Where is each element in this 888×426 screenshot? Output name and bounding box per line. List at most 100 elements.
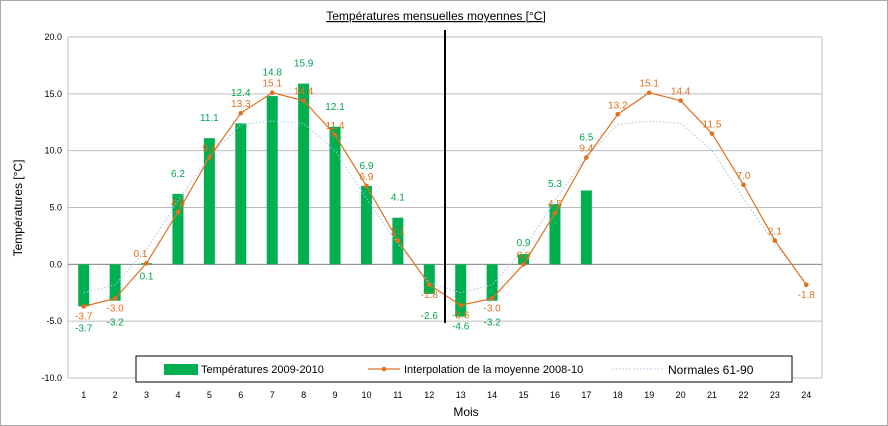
x-tick-label: 4: [175, 390, 180, 400]
x-tick-label: 15: [519, 390, 529, 400]
legend-box: [135, 355, 793, 383]
x-tick-label: 23: [770, 390, 780, 400]
interpolation-label: 7.0: [737, 171, 751, 182]
interpolation-label: 9.4: [579, 143, 593, 154]
bar-label: 6.9: [360, 161, 374, 172]
bar-label: -4.6: [452, 322, 470, 333]
bar-label: 6.2: [171, 169, 185, 180]
interpolation-label: 2.1: [768, 226, 782, 237]
interpolation-label: 0.1: [134, 249, 148, 260]
legend-label: Interpolation de la moyenne 2008-10: [404, 364, 583, 376]
bar: [203, 138, 215, 265]
interpolation-point: [552, 210, 558, 216]
interpolation-point: [364, 183, 369, 189]
bar: [486, 264, 498, 301]
bar: [266, 96, 278, 265]
x-tick-label: 21: [707, 390, 717, 400]
bar-label: -3.7: [75, 323, 93, 334]
interpolation-point: [678, 98, 683, 103]
bar-label: 15.9: [294, 59, 314, 70]
bar: [172, 193, 184, 265]
x-tick-label: 1: [81, 390, 86, 400]
bar-label: 14.8: [262, 68, 282, 79]
interpolation-point: [709, 131, 715, 136]
interpolation-label: -3.0: [484, 303, 502, 314]
x-tick-label: 17: [581, 390, 591, 400]
bar: [78, 264, 90, 307]
bar-label: 0.9: [517, 238, 531, 249]
x-tick-label: 16: [550, 390, 560, 400]
interpolation-point: [175, 209, 181, 215]
bar: [518, 254, 530, 265]
x-tick-label: 6: [238, 390, 243, 400]
bar-label: 6.5: [579, 132, 593, 143]
interpolation-point: [521, 262, 526, 267]
bar: [235, 123, 247, 265]
y-axis-ticks: 20.0 15.0 10.0 5.0 0.0 -5.0 -10.0: [41, 32, 62, 383]
interpolation-label: 13.2: [608, 100, 628, 111]
interpolation-label: 4.5: [548, 199, 562, 210]
bar-label: 0.1: [140, 271, 154, 282]
interpolation-label: 6.9: [360, 172, 374, 183]
x-tick-label: 20: [676, 390, 686, 400]
x-axis-ticks: 1 2 3 4 5 6 7 8 9 10 11 12 13 14 15 16 17 18 19 20 21 22 23 24: [81, 390, 811, 400]
interpolation-point: [301, 98, 306, 103]
normals-line: [83, 120, 807, 294]
interpolation-point: [426, 282, 432, 288]
bar: [298, 83, 310, 265]
x-tick-label: 24: [801, 390, 811, 400]
interpolation-label: 14.4: [294, 87, 314, 98]
x-tick-label: 13: [456, 390, 466, 400]
bar-series: [78, 83, 592, 317]
y-tick-label: 10.0: [44, 146, 62, 156]
interpolation-point: [584, 155, 589, 160]
data-labels: -3.7 -3.0 0.1 4.6 9.4 13.3 15.1 14.4 11.4 6.9 2.1 -…: [75, 59, 815, 335]
bar-label: 11.1: [200, 113, 219, 124]
interpolation-label: 15.1: [262, 79, 282, 90]
bar: [423, 264, 435, 294]
x-tick-label: 14: [487, 390, 497, 400]
interpolation-point: [803, 282, 809, 288]
x-tick-label: 19: [644, 390, 654, 400]
normals-series: [83, 120, 807, 294]
y-tick-label: 5.0: [49, 203, 62, 213]
legend: Températures 2009-2010 Interpolation de l…: [135, 355, 793, 383]
legend-label: Normales 61-90: [668, 363, 754, 377]
y-tick-label: -10.0: [41, 373, 62, 383]
x-tick-label: 12: [424, 390, 434, 400]
interpolation-point: [458, 302, 464, 308]
bar-label: -2.6: [421, 311, 439, 322]
x-tick-label: 2: [113, 390, 118, 400]
bar-label: 4.1: [391, 193, 405, 204]
y-tick-label: 0.0: [49, 259, 62, 269]
interpolation-label: -1.8: [421, 290, 439, 301]
legend-bar-swatch: [164, 364, 198, 375]
interpolation-label: 13.3: [231, 99, 251, 110]
interpolation-label: 11.5: [703, 120, 722, 131]
interpolation-label: 14.4: [671, 87, 691, 98]
x-tick-label: 3: [144, 390, 149, 400]
y-tick-label: 20.0: [44, 32, 62, 42]
bar: [455, 264, 467, 317]
x-axis-title: Mois: [453, 405, 478, 419]
interpolation-point: [395, 238, 401, 243]
bar: [109, 264, 121, 301]
interpolation-point: [81, 304, 87, 309]
x-tick-label: 11: [393, 390, 402, 400]
interpolation-point: [615, 111, 621, 117]
interpolation-point: [772, 238, 778, 243]
interpolation-label: 15.1: [639, 79, 659, 90]
interpolation-label: 0.0: [517, 250, 531, 261]
chart-title: Températures mensuelles moyennes [°C]: [326, 9, 546, 23]
interpolation-label: 11.4: [326, 121, 345, 132]
interpolation-point: [646, 90, 652, 95]
x-tick-label: 9: [333, 390, 338, 400]
interpolation-point: [741, 182, 746, 188]
bar-label: 5.3: [548, 179, 562, 190]
interpolation-label: -3.0: [107, 303, 125, 314]
y-tick-label: -5.0: [46, 316, 62, 326]
bar: [360, 185, 372, 265]
interpolation-point: [269, 90, 275, 95]
x-tick-label: 10: [361, 390, 371, 400]
